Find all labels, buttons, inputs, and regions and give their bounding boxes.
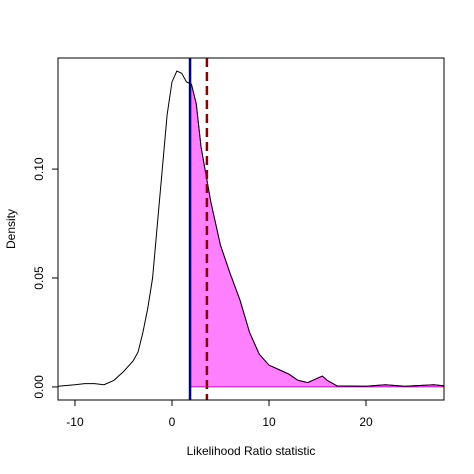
x-axis-label: Likelihood Ratio statistic bbox=[187, 444, 316, 458]
y-tick-label: 0.05 bbox=[32, 266, 46, 290]
x-tick-label: 10 bbox=[262, 415, 276, 429]
x-tick-label: 20 bbox=[359, 415, 373, 429]
y-tick-label: 0.00 bbox=[32, 375, 46, 399]
y-tick-label: 0.10 bbox=[32, 157, 46, 181]
y-axis-label: Density bbox=[4, 209, 18, 249]
x-tick-label: -10 bbox=[66, 415, 84, 429]
density-curve bbox=[57, 70, 445, 387]
shaded-tail bbox=[189, 82, 445, 388]
x-tick-label: 0 bbox=[169, 415, 176, 429]
